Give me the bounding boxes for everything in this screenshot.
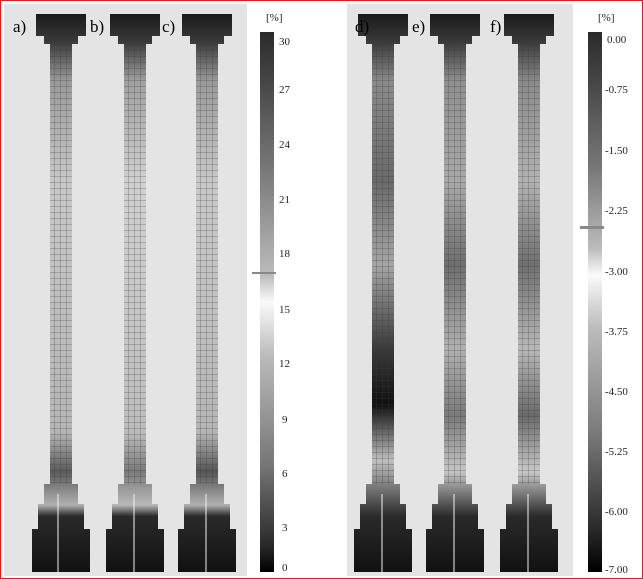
colorbar-left-tick: 15 [279, 304, 290, 316]
colorbar-left-tick: 3 [282, 522, 288, 534]
colorbar-right-tick: -2.25 [605, 205, 628, 217]
colorbar-left-tick: 27 [279, 84, 290, 96]
colorbar-left-tick: 0 [282, 562, 288, 574]
colorbar-right-unit: [%] [598, 12, 615, 24]
colorbar-right-tick: -7.00 [605, 564, 628, 576]
colorbar-right-tick: 0.00 [607, 34, 627, 46]
colorbar-left-tick: 30 [279, 36, 290, 48]
panel-label-a: a) [13, 17, 27, 36]
colorbar-right-tick: -4.50 [605, 386, 628, 398]
colorbar-right-tick: -3.75 [605, 326, 628, 338]
colorbar-left-gradient [260, 32, 274, 572]
colorbar-right-tick: -1.50 [605, 145, 628, 157]
colorbar-left-marker [252, 272, 276, 274]
panel-label-f: f) [490, 17, 502, 36]
colorbar-left-tick: 24 [279, 139, 290, 151]
specimen-f [500, 14, 558, 572]
panel-label-b: b) [90, 17, 105, 36]
specimen-e [426, 14, 484, 572]
colorbar-left-tick: 9 [282, 414, 288, 426]
colorbar-left: [%] 30 27 24 21 18 15 12 9 6 3 0 [252, 4, 296, 576]
colorbar-right: [%] 0.00 -0.75 -1.50 -2.25 -3.00 -3.75 -… [580, 4, 640, 576]
specimen-b [106, 14, 164, 572]
panel-label-e: e) [412, 17, 426, 36]
colorbar-right-tick: -0.75 [605, 84, 628, 96]
panel-label-d: d) [355, 17, 370, 36]
panel-label-c: c) [162, 17, 176, 36]
colorbar-left-tick: 21 [279, 194, 290, 206]
colorbar-left-tick: 12 [279, 358, 290, 370]
specimen-d [354, 14, 412, 572]
specimen-a [32, 14, 90, 572]
specimen-c [178, 14, 236, 572]
colorbar-left-tick: 18 [279, 248, 290, 260]
colorbar-right-tick: -3.00 [605, 266, 628, 278]
colorbar-right-tick: -6.00 [605, 506, 628, 518]
colorbar-left-unit: [%] [266, 12, 283, 24]
colorbar-right-gradient [588, 32, 602, 572]
colorbar-left-tick: 6 [282, 468, 288, 480]
colorbar-right-tick: -5.25 [605, 446, 628, 458]
colorbar-right-marker [580, 226, 604, 229]
